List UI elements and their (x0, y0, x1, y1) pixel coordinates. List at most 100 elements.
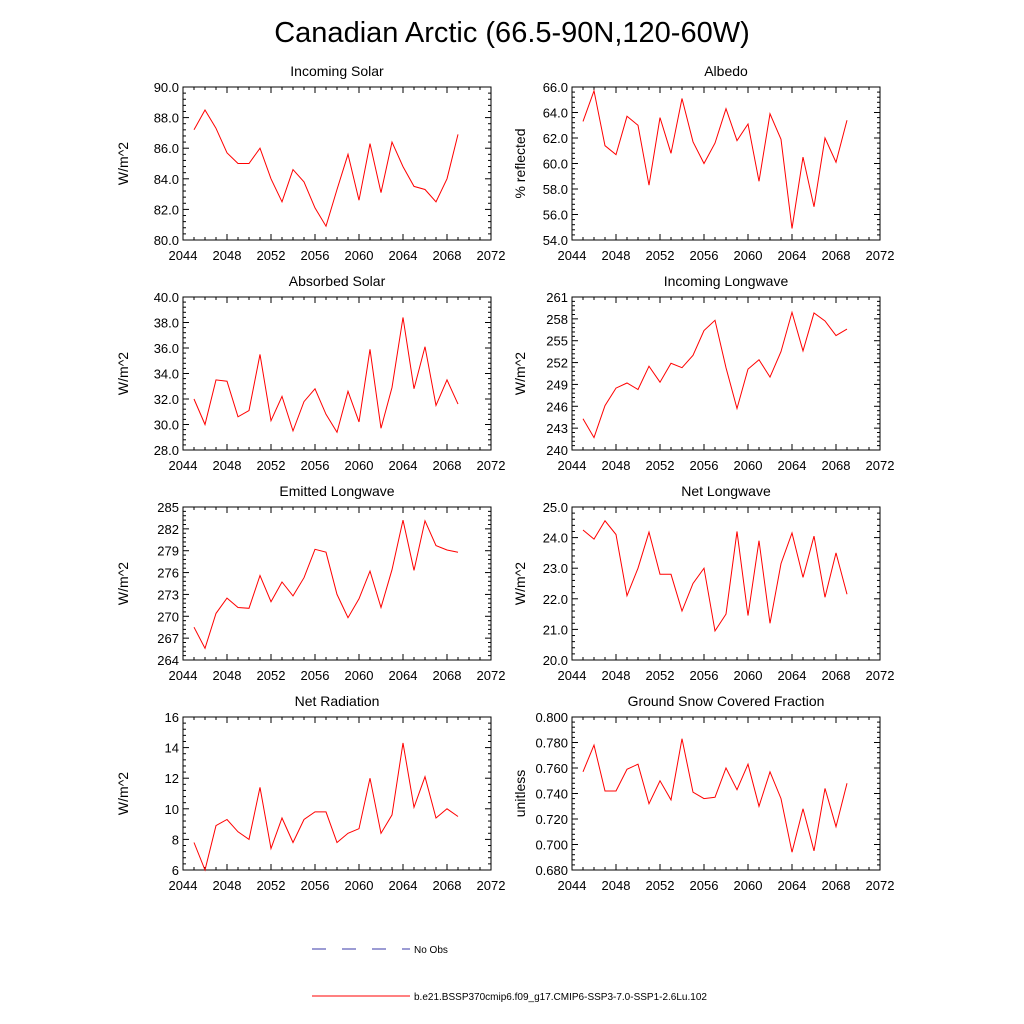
x-tick-label: 2072 (477, 248, 506, 263)
series-line (582, 519, 848, 633)
y-tick-label: 90.0 (154, 80, 179, 95)
x-tick-label: 2056 (690, 878, 719, 893)
x-tick-label: 2044 (169, 458, 198, 473)
y-tick-label: 0.700 (535, 838, 568, 853)
y-tick-label: 255 (546, 334, 568, 349)
x-tick-label: 2044 (558, 248, 587, 263)
x-tick-label: 2044 (169, 668, 198, 683)
chart-panel: Albedo 2044 2048 2052 2056 2060 2064 2068 2072 54… (512, 63, 894, 263)
x-tick-label: 2048 (213, 878, 242, 893)
x-tick-label: 2052 (257, 248, 286, 263)
x-tick-label: 2048 (602, 668, 631, 683)
y-tick-label: 258 (546, 312, 568, 327)
panel-title: Emitted Longwave (279, 483, 394, 499)
y-tick-label: 24.0 (543, 531, 568, 546)
x-tick-label: 2056 (301, 248, 330, 263)
x-tick-label: 2072 (866, 878, 895, 893)
y-tick-label: 0.680 (535, 863, 568, 878)
x-tick-label: 2072 (477, 878, 506, 893)
y-tick-label: 30.0 (154, 418, 179, 433)
panel-title: Net Longwave (681, 483, 771, 499)
x-tick-label: 2044 (558, 668, 587, 683)
x-tick-label: 2072 (866, 248, 895, 263)
y-tick-label: 82.0 (154, 202, 179, 217)
x-tick-label: 2068 (822, 878, 851, 893)
panels-group: Incoming Solar 2044 2048 2052 2056 2060 2064 20… (115, 63, 894, 893)
x-tick-label: 2052 (646, 458, 675, 473)
x-tick-label: 2060 (734, 458, 763, 473)
x-tick-label: 2060 (734, 668, 763, 683)
y-tick-label: 0.740 (535, 787, 568, 802)
y-tick-label: 36.0 (154, 341, 179, 356)
x-tick-label: 2060 (345, 248, 374, 263)
x-tick-label: 2056 (690, 248, 719, 263)
y-tick-label: 282 (157, 522, 179, 537)
y-axis-label: unitless (512, 770, 528, 817)
y-tick-label: 84.0 (154, 172, 179, 187)
x-tick-label: 2048 (213, 458, 242, 473)
x-tick-label: 2060 (345, 668, 374, 683)
y-tick-label: 249 (546, 377, 568, 392)
y-tick-label: 8 (172, 832, 179, 847)
y-tick-label: 10 (165, 802, 179, 817)
y-tick-label: 270 (157, 609, 179, 624)
x-tick-label: 2072 (477, 668, 506, 683)
x-tick-label: 2060 (734, 878, 763, 893)
y-tick-label: 40.0 (154, 290, 179, 305)
y-axis-label: W/m^2 (115, 562, 131, 605)
plot-frame (571, 716, 881, 871)
x-tick-label: 2044 (558, 458, 587, 473)
y-tick-label: 20.0 (543, 653, 568, 668)
y-tick-label: 0.720 (535, 812, 568, 827)
y-axis-label: W/m^2 (115, 142, 131, 185)
y-tick-label: 23.0 (543, 561, 568, 576)
series-line (193, 109, 459, 228)
panel-title: Albedo (704, 63, 748, 79)
y-tick-label: 0.760 (535, 761, 568, 776)
y-tick-label: 16 (165, 710, 179, 725)
y-tick-label: 273 (157, 587, 179, 602)
x-tick-label: 2072 (866, 668, 895, 683)
y-tick-label: 276 (157, 566, 179, 581)
y-axis-label: W/m^2 (512, 562, 528, 605)
y-tick-label: 58.0 (543, 182, 568, 197)
chart-panel: Emitted Longwave 2044 2048 2052 2056 2060 2064… (115, 483, 505, 683)
x-tick-label: 2068 (822, 668, 851, 683)
y-axis-label: W/m^2 (512, 352, 528, 395)
y-tick-label: 0.780 (535, 736, 568, 751)
x-tick-label: 2072 (477, 458, 506, 473)
chart-panel: Absorbed Solar 2044 2048 2052 2056 2060 2064 20… (115, 273, 505, 473)
legend: No Obs b.e21.BSSP370cmip6.f09_g17.CMIP6-… (312, 945, 707, 1003)
legend-model-label: b.e21.BSSP370cmip6.f09_g17.CMIP6-SSP3-7.… (414, 992, 707, 1003)
y-tick-label: 62.0 (543, 131, 568, 146)
y-tick-label: 60.0 (543, 157, 568, 172)
x-tick-label: 2068 (822, 458, 851, 473)
x-tick-label: 2052 (257, 878, 286, 893)
x-tick-label: 2052 (646, 878, 675, 893)
plot-frame (571, 506, 881, 661)
y-tick-label: 14 (165, 741, 179, 756)
plot-frame (182, 86, 492, 241)
x-tick-label: 2048 (602, 878, 631, 893)
x-tick-label: 2064 (389, 248, 418, 263)
x-tick-label: 2060 (345, 878, 374, 893)
x-tick-label: 2056 (690, 458, 719, 473)
plot-frame (182, 296, 492, 451)
y-tick-label: 38.0 (154, 316, 179, 331)
y-tick-label: 246 (546, 399, 568, 414)
x-tick-label: 2052 (646, 248, 675, 263)
y-tick-label: 86.0 (154, 141, 179, 156)
plot-frame (182, 716, 492, 871)
chart-panel: Incoming Longwave 2044 2048 2052 2056 2060 206… (512, 273, 894, 473)
y-tick-label: 0.800 (535, 710, 568, 725)
panel-title: Absorbed Solar (289, 273, 386, 289)
y-tick-label: 28.0 (154, 443, 179, 458)
x-tick-label: 2056 (301, 878, 330, 893)
panel-title: Incoming Longwave (664, 273, 789, 289)
panel-title: Incoming Solar (290, 63, 384, 79)
panel-title: Net Radiation (295, 693, 380, 709)
x-tick-label: 2056 (301, 668, 330, 683)
y-tick-label: 64.0 (543, 106, 568, 121)
y-tick-label: 80.0 (154, 233, 179, 248)
y-tick-label: 243 (546, 421, 568, 436)
